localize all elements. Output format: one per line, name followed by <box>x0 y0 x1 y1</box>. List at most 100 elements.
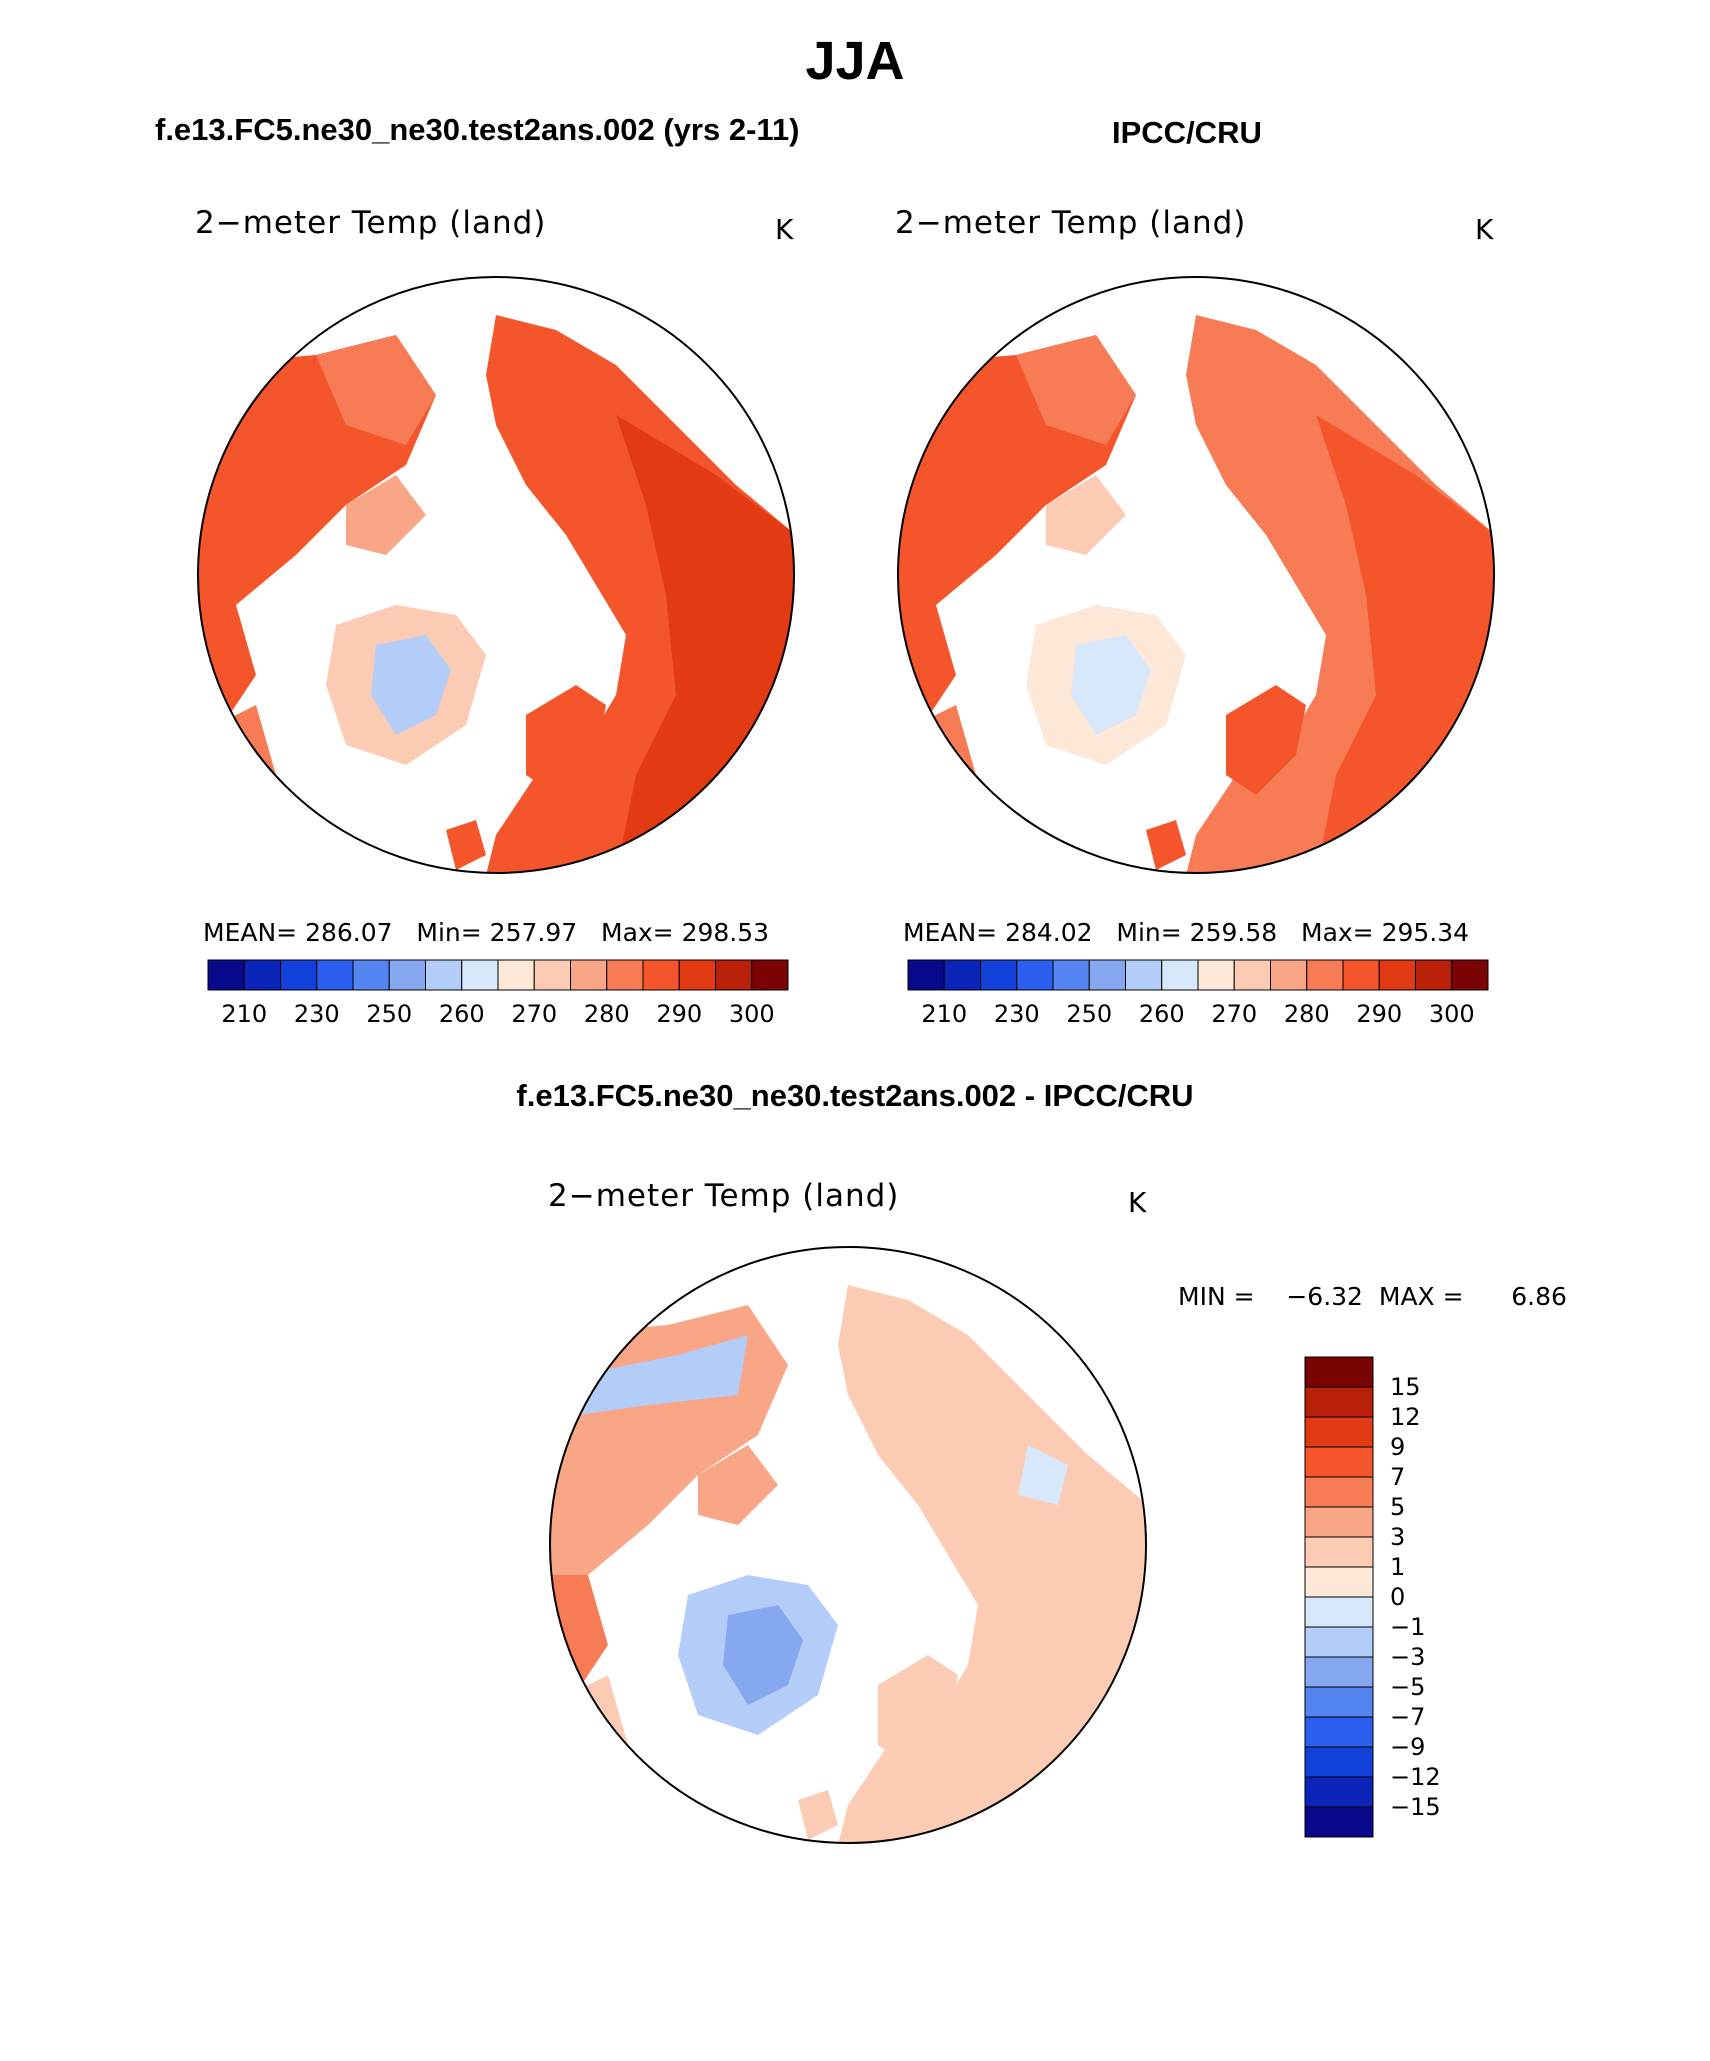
panel-1-stats: MEAN= 286.07 Min= 257.97 Max= 298.53 <box>203 918 769 947</box>
panel-2-min-label: Min= <box>1116 918 1182 947</box>
panel-3-colorbar-box <box>1304 1566 1374 1598</box>
panel-3-colorbar-tick-label: −15 <box>1390 1793 1441 1821</box>
panel-3-colorbar-box <box>1304 1686 1374 1718</box>
panel-1-colorbar-box <box>461 959 499 991</box>
panel-1-colorbar-box <box>425 959 463 991</box>
map-boundary <box>897 276 1495 874</box>
panel-3-colorbar-tick-label: −12 <box>1390 1763 1441 1791</box>
panel-1-colorbar-box <box>678 959 716 991</box>
figure-title: JJA <box>805 31 905 91</box>
panel-1-colorbar-tick-label: 250 <box>366 1000 413 1028</box>
greenland-interior <box>1071 635 1151 735</box>
panel-3-colorbar-tick-label: 12 <box>1390 1403 1421 1431</box>
panel-1-colorbar-box <box>352 959 390 991</box>
panel-3-plot-title: 2−meter Temp (land) <box>548 1178 900 1214</box>
panel-1-max-value: 298.53 <box>681 918 770 947</box>
panel-3-colorbar-box <box>1304 1746 1374 1778</box>
panel-3-colorbar-box <box>1304 1356 1374 1388</box>
panel-3-colorbar-tick-label: −5 <box>1390 1673 1426 1701</box>
panel-2-stats: MEAN= 284.02 Min= 259.58 Max= 295.34 <box>903 918 1469 947</box>
panel-3-colorbar-tick-label: 7 <box>1390 1463 1406 1491</box>
panel-1-colorbar-box <box>316 959 354 991</box>
panel-3-colorbar-tick-label: 3 <box>1390 1523 1406 1551</box>
panel-2-colorbar-box <box>1052 959 1090 991</box>
panel-1-colorbar-box <box>751 959 789 991</box>
panel-2-max-label: Max= <box>1301 918 1374 947</box>
panel-3-colorbar-box <box>1304 1716 1374 1748</box>
panel-2-colorbar-box <box>1415 959 1453 991</box>
panel-3-colorbar-box <box>1304 1476 1374 1508</box>
panel-3-header: f.e13.FC5.ne30_ne30.test2ans.002 - IPCC/… <box>516 1078 1194 1113</box>
panel-3-min-value: −6.32 <box>1286 1282 1363 1311</box>
panel-3-colorbar-tick-label: 5 <box>1390 1493 1406 1521</box>
panel-2-colorbar <box>907 959 1489 991</box>
panel-3-colorbar-labels: 15 12 9 7 5 3 1 0 −1 −3 −5 −7 −9 −12 −15 <box>1390 1357 1510 1837</box>
panel-3-colorbar-box <box>1304 1776 1374 1808</box>
panel-1-colorbar-tick-label: 260 <box>438 1000 485 1028</box>
panel-2-colorbar-box <box>1088 959 1126 991</box>
panel-3-colorbar-box <box>1304 1806 1374 1838</box>
panel-2-mean-value: 284.02 <box>1005 918 1093 947</box>
panel-1-colorbar-box <box>207 959 245 991</box>
panel-2-min-value: 259.58 <box>1189 918 1278 947</box>
panel-1-colorbar-box <box>533 959 571 991</box>
panel-1-colorbar-tick-label: 300 <box>728 1000 775 1028</box>
panel-2-colorbar-tick-label: 280 <box>1283 1000 1330 1028</box>
panel-3-min-label: MIN = <box>1178 1282 1255 1311</box>
panel-2-colorbar-box <box>1016 959 1054 991</box>
panel-2-colorbar-box <box>1451 959 1489 991</box>
panel-3-colorbar-tick-label: −1 <box>1390 1613 1426 1641</box>
map-boundary <box>197 276 795 874</box>
panel-1-mean-label: MEAN= <box>203 918 298 947</box>
panel-2-colorbar-box <box>980 959 1018 991</box>
panel-2-colorbar-box <box>1197 959 1235 991</box>
panel-2-colorbar-tick-label: 270 <box>1211 1000 1258 1028</box>
panel-2-colorbar-box <box>907 959 945 991</box>
panel-1-colorbar <box>207 959 789 991</box>
panel-3-colorbar-tick-label: −7 <box>1390 1703 1426 1731</box>
panel-3-colorbar-box <box>1304 1386 1374 1418</box>
panel-3-units: K <box>1128 1186 1147 1219</box>
alaska-cool-region <box>578 1335 748 1415</box>
panel-3-colorbar-box <box>1304 1596 1374 1628</box>
panel-1-units: K <box>775 213 794 246</box>
alaska-land <box>1016 335 1136 445</box>
panel-2-colorbar-box <box>1342 959 1380 991</box>
panel-3-max-value: 6.86 <box>1511 1282 1567 1311</box>
panel-1-colorbar-box <box>715 959 753 991</box>
panel-2-colorbar-box <box>1161 959 1199 991</box>
panel-1-min-label: Min= <box>416 918 482 947</box>
panel-2-colorbar-tick-label: 250 <box>1066 1000 1113 1028</box>
panel-1-colorbar-box <box>642 959 680 991</box>
uk-land <box>1146 820 1186 870</box>
panel-1-mean-value: 286.07 <box>305 918 393 947</box>
panel-3-colorbar <box>1304 1356 1374 1838</box>
panel-2-polar-map <box>897 276 1495 874</box>
alaska-land <box>316 335 436 445</box>
panel-3-colorbar-box <box>1304 1656 1374 1688</box>
panel-2-colorbar-tick-label: 230 <box>993 1000 1040 1028</box>
panel-1-colorbar-tick-label: 270 <box>511 1000 558 1028</box>
panel-2-colorbar-tick-label: 260 <box>1138 1000 1185 1028</box>
panel-2-colorbar-tick-label: 210 <box>921 1000 968 1028</box>
panel-2-colorbar-box <box>943 959 981 991</box>
panel-1-header: f.e13.FC5.ne30_ne30.test2ans.002 (yrs 2-… <box>155 112 800 147</box>
scandinavia-land <box>526 685 606 795</box>
scandinavia-land <box>1226 685 1306 795</box>
arctic-archipelago <box>698 1445 778 1525</box>
panel-1-colorbar-box <box>606 959 644 991</box>
greenland-interior <box>371 635 451 735</box>
panel-3-colorbar-box <box>1304 1536 1374 1568</box>
uk-land <box>798 1790 838 1840</box>
panel-1-colorbar-tick-label: 230 <box>293 1000 340 1028</box>
panel-1-colorbar-tick-label: 280 <box>583 1000 630 1028</box>
panel-2-colorbar-box <box>1233 959 1271 991</box>
panel-2-mean-label: MEAN= <box>903 918 998 947</box>
panel-3-colorbar-tick-label: 1 <box>1390 1553 1406 1581</box>
panel-1-polar-map <box>197 276 795 874</box>
panel-3-colorbar-box <box>1304 1446 1374 1478</box>
panel-2-colorbar-box <box>1270 959 1308 991</box>
map-boundary <box>549 1246 1147 1844</box>
siberia-cool-patch <box>1018 1445 1068 1505</box>
panel-1-colorbar-box <box>243 959 281 991</box>
